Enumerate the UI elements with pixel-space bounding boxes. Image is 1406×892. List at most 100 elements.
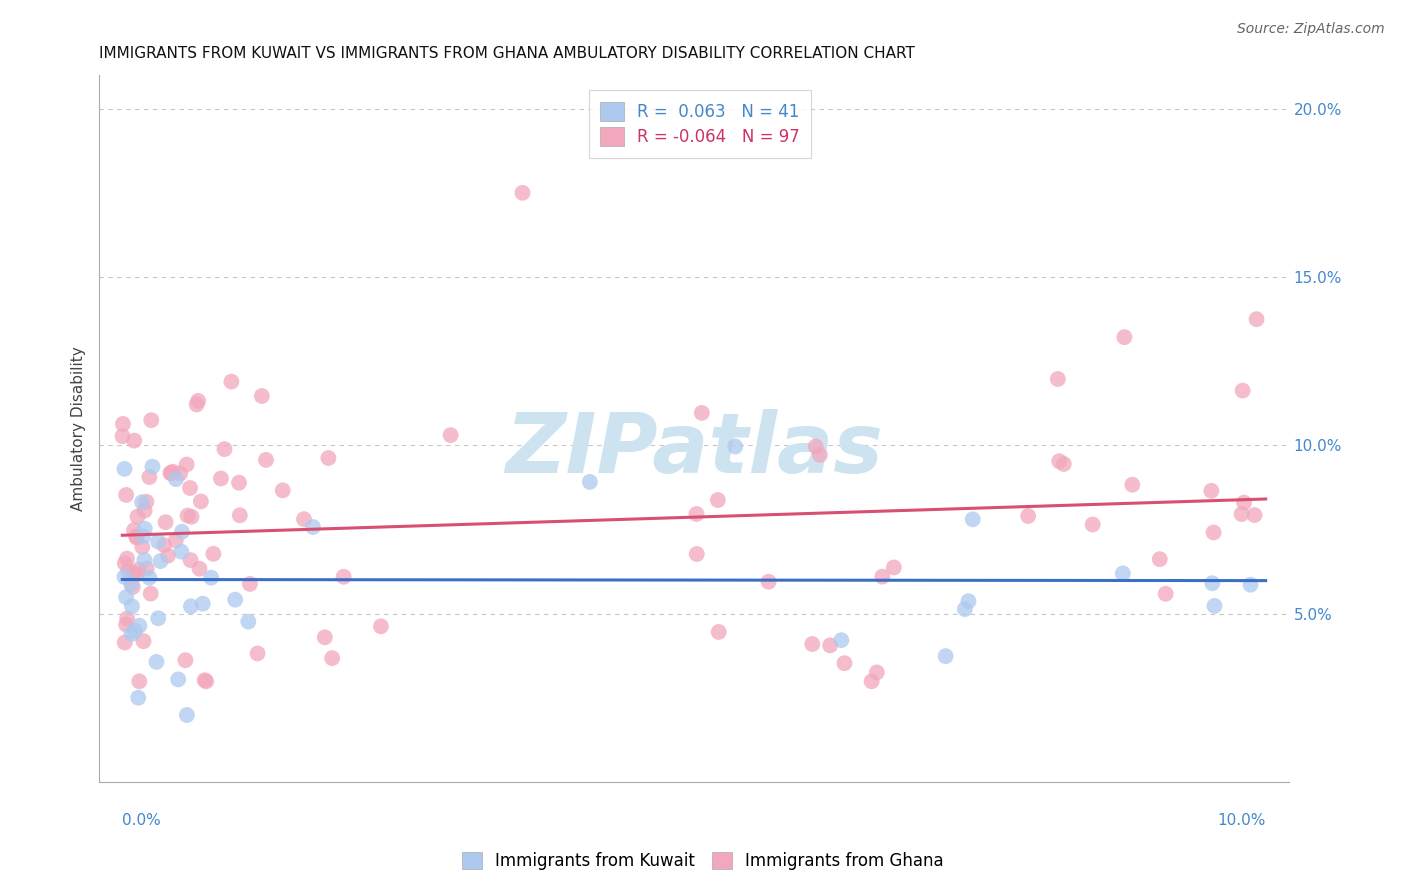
Point bbox=[1201, 483, 1223, 498]
Point bbox=[120, 577, 142, 591]
Point bbox=[707, 625, 730, 640]
Point bbox=[801, 637, 824, 651]
Point bbox=[135, 494, 157, 508]
Point bbox=[179, 481, 201, 495]
Point bbox=[1047, 454, 1070, 468]
Point bbox=[176, 508, 198, 523]
Point bbox=[1204, 599, 1226, 613]
Text: 10.0%: 10.0% bbox=[1218, 813, 1265, 828]
Point bbox=[145, 655, 167, 669]
Point bbox=[883, 560, 905, 574]
Point bbox=[114, 462, 136, 476]
Point bbox=[148, 611, 170, 625]
Point bbox=[124, 624, 146, 638]
Point bbox=[138, 571, 160, 585]
Point bbox=[707, 493, 730, 508]
Point bbox=[238, 615, 260, 629]
Point bbox=[114, 557, 136, 571]
Point bbox=[121, 599, 143, 614]
Point bbox=[579, 475, 602, 489]
Point bbox=[132, 634, 155, 648]
Point bbox=[1202, 525, 1225, 540]
Point bbox=[122, 566, 145, 580]
Point bbox=[1114, 330, 1136, 344]
Point bbox=[957, 594, 980, 608]
Point bbox=[758, 574, 780, 589]
Point bbox=[115, 551, 138, 566]
Point bbox=[127, 563, 149, 577]
Point bbox=[1112, 566, 1135, 581]
Point bbox=[302, 520, 325, 534]
Point bbox=[117, 564, 139, 578]
Point bbox=[440, 428, 463, 442]
Point bbox=[239, 577, 262, 591]
Point bbox=[115, 617, 138, 632]
Point bbox=[138, 470, 160, 484]
Point bbox=[141, 413, 163, 427]
Point bbox=[180, 599, 202, 614]
Point bbox=[953, 602, 976, 616]
Point bbox=[1230, 507, 1253, 521]
Point bbox=[830, 633, 852, 648]
Point bbox=[1017, 508, 1039, 523]
Point bbox=[134, 522, 156, 536]
Point bbox=[176, 708, 198, 723]
Point bbox=[165, 533, 187, 548]
Point bbox=[1239, 577, 1261, 591]
Point bbox=[134, 503, 156, 517]
Y-axis label: Ambulatory Disability: Ambulatory Disability bbox=[72, 346, 86, 511]
Point bbox=[190, 494, 212, 508]
Point bbox=[146, 534, 169, 549]
Point bbox=[866, 665, 889, 680]
Point bbox=[1233, 495, 1256, 509]
Point bbox=[221, 375, 243, 389]
Point bbox=[229, 508, 252, 523]
Point bbox=[188, 562, 211, 576]
Point bbox=[159, 466, 181, 480]
Point bbox=[834, 656, 856, 670]
Point bbox=[125, 529, 148, 543]
Point bbox=[176, 458, 198, 472]
Point bbox=[271, 483, 294, 498]
Point bbox=[804, 440, 827, 454]
Point bbox=[165, 472, 187, 486]
Point bbox=[808, 448, 831, 462]
Point bbox=[370, 619, 392, 633]
Point bbox=[125, 567, 148, 582]
Point bbox=[131, 540, 153, 554]
Point bbox=[935, 649, 957, 664]
Text: Source: ZipAtlas.com: Source: ZipAtlas.com bbox=[1237, 22, 1385, 37]
Point bbox=[141, 459, 163, 474]
Point bbox=[115, 590, 138, 604]
Point bbox=[1081, 517, 1104, 532]
Point bbox=[111, 429, 134, 443]
Point bbox=[180, 509, 202, 524]
Point bbox=[121, 627, 143, 641]
Point bbox=[125, 531, 148, 545]
Point bbox=[169, 467, 191, 481]
Point bbox=[115, 611, 138, 625]
Point bbox=[122, 523, 145, 537]
Point bbox=[156, 549, 179, 563]
Legend: Immigrants from Kuwait, Immigrants from Ghana: Immigrants from Kuwait, Immigrants from … bbox=[456, 845, 950, 877]
Point bbox=[114, 635, 136, 649]
Point bbox=[686, 547, 709, 561]
Point bbox=[139, 586, 162, 600]
Point bbox=[1053, 457, 1076, 471]
Point bbox=[149, 554, 172, 568]
Point bbox=[1149, 552, 1171, 566]
Point bbox=[115, 488, 138, 502]
Point bbox=[1121, 477, 1143, 491]
Point bbox=[194, 673, 217, 688]
Point bbox=[135, 561, 157, 575]
Point bbox=[191, 597, 214, 611]
Point bbox=[132, 530, 155, 544]
Point bbox=[685, 507, 707, 521]
Point bbox=[228, 475, 250, 490]
Point bbox=[246, 647, 269, 661]
Point bbox=[254, 453, 277, 467]
Point bbox=[209, 471, 232, 485]
Point bbox=[122, 434, 145, 448]
Point bbox=[321, 651, 343, 665]
Point bbox=[202, 547, 225, 561]
